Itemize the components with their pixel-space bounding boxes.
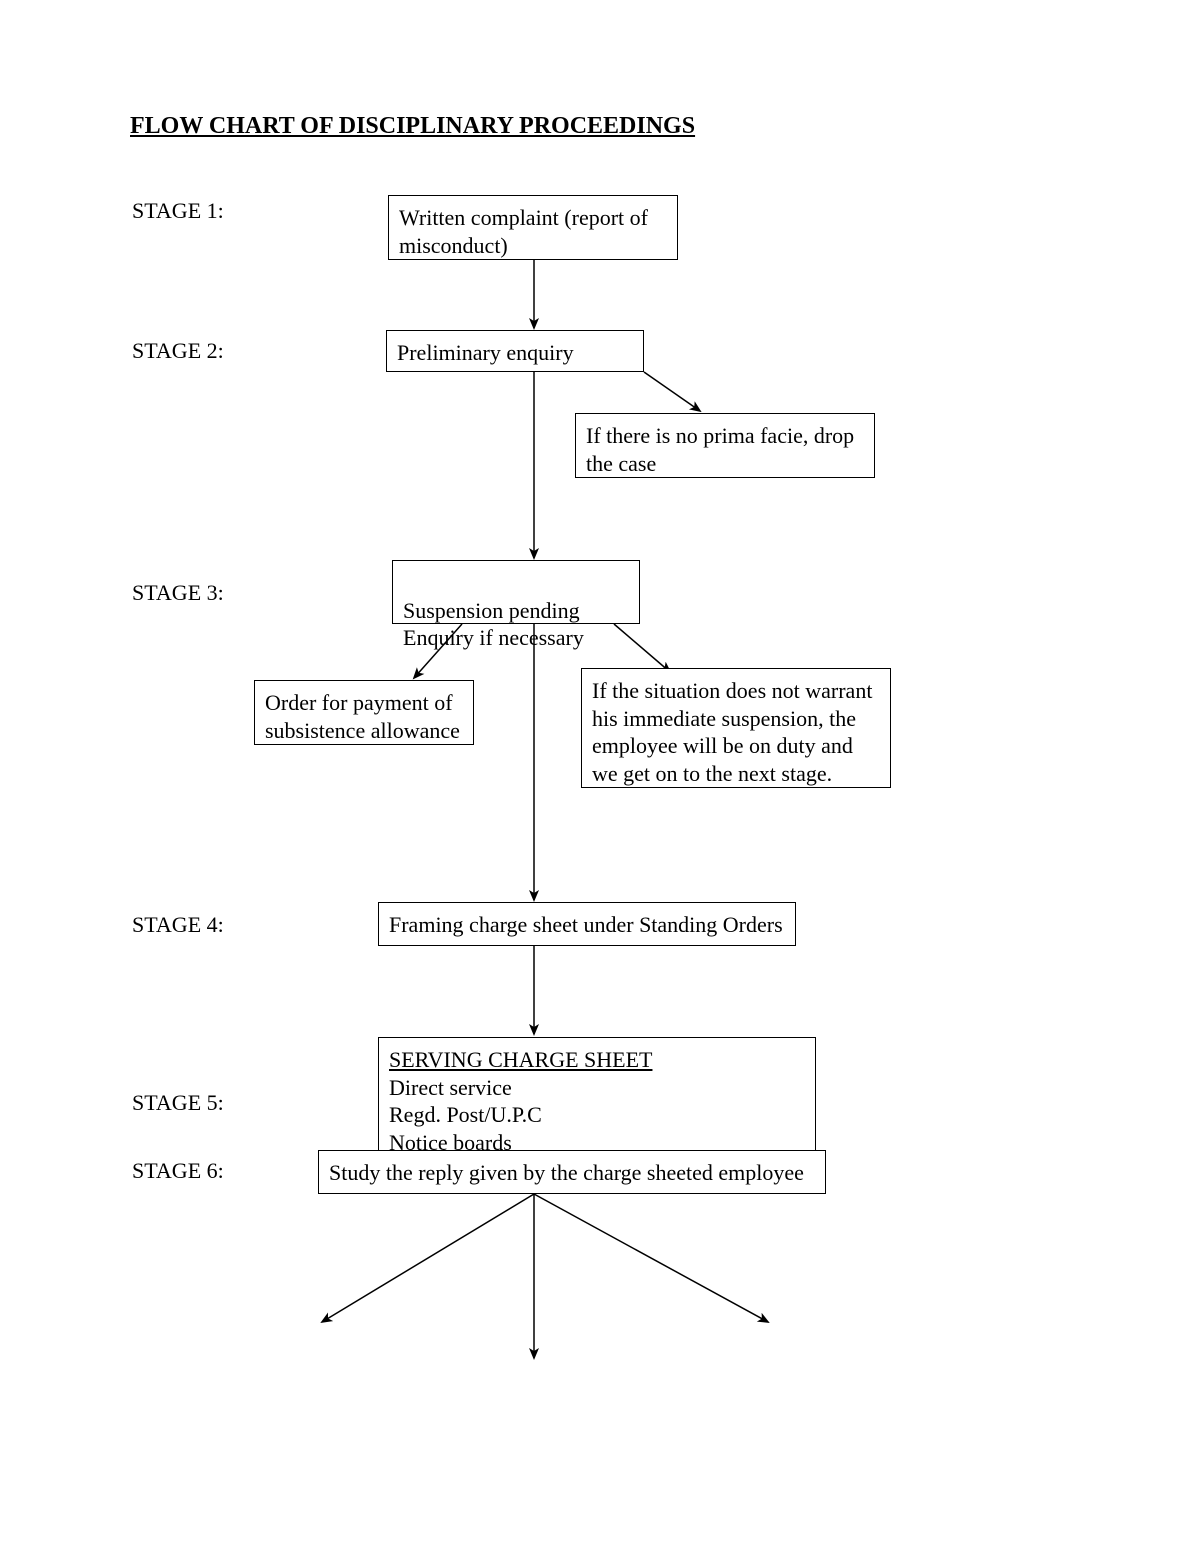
node-subsistence-allowance: Order for payment of subsistence allowan… [254, 680, 474, 745]
node-heading: SERVING CHARGE SHEET [389, 1047, 652, 1072]
node-text: Order for payment of subsistence allowan… [265, 690, 460, 743]
node-written-complaint: Written complaint (report of misconduct) [388, 195, 678, 260]
node-study-reply: Study the reply given by the charge shee… [318, 1150, 826, 1194]
node-text: Written complaint (report of misconduct) [399, 205, 648, 258]
stage-1-label: STAGE 1: [132, 198, 224, 224]
node-suspension-pending: Suspension pending Enquiry if necessary [392, 560, 640, 624]
node-text: Preliminary enquiry [397, 340, 574, 365]
stage-2-label: STAGE 2: [132, 338, 224, 364]
node-text: Framing charge sheet under Standing Orde… [389, 912, 783, 937]
node-framing-charge-sheet: Framing charge sheet under Standing Orde… [378, 902, 796, 946]
node-preliminary-enquiry: Preliminary enquiry [386, 330, 644, 372]
node-text: Suspension pending Enquiry if necessary [403, 598, 584, 651]
node-drop-case: If there is no prima facie, drop the cas… [575, 413, 875, 478]
stage-3-label: STAGE 3: [132, 580, 224, 606]
stage-6-label: STAGE 6: [132, 1158, 224, 1184]
node-line-2: Regd. Post/U.P.C [389, 1102, 542, 1127]
stage-4-label: STAGE 4: [132, 912, 224, 938]
node-serving-charge-sheet: SERVING CHARGE SHEET Direct service Regd… [378, 1037, 816, 1157]
stage-5-label: STAGE 5: [132, 1090, 224, 1116]
flowchart-page: FLOW CHART OF DISCIPLINARY PROCEEDINGS S… [0, 0, 1200, 1553]
node-no-suspension: If the situation does not warrant his im… [581, 668, 891, 788]
node-line-1: Direct service [389, 1075, 512, 1100]
page-title: FLOW CHART OF DISCIPLINARY PROCEEDINGS [130, 113, 695, 140]
node-text: Study the reply given by the charge shee… [329, 1160, 804, 1185]
node-text: If the situation does not warrant his im… [592, 678, 872, 786]
node-text: If there is no prima facie, drop the cas… [586, 423, 854, 476]
